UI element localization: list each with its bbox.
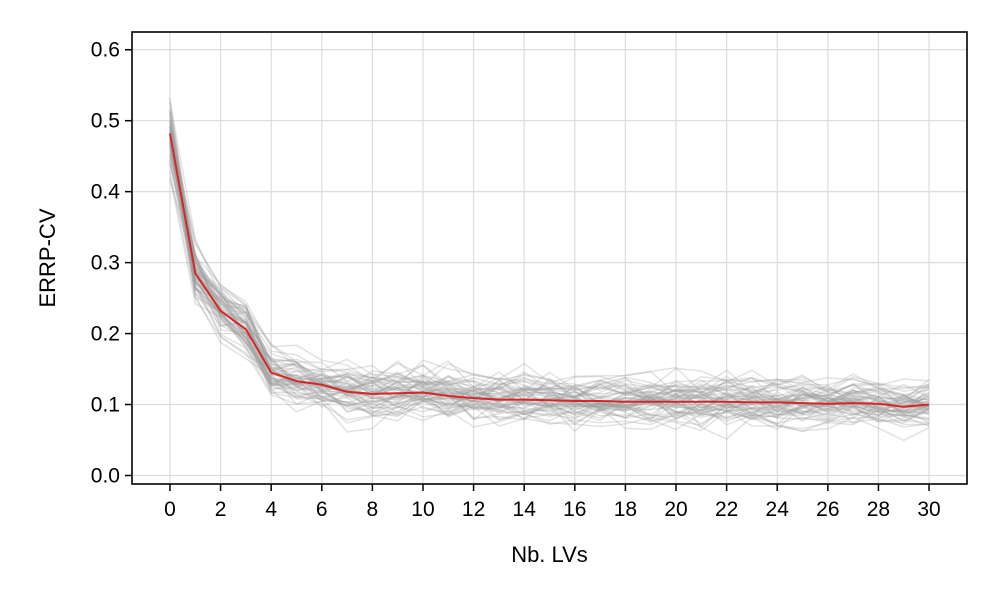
replicate-line-32 bbox=[169, 115, 930, 406]
replicate-line-13 bbox=[169, 109, 930, 411]
mean-line bbox=[169, 133, 930, 408]
y-tick-label-2: 0.2 bbox=[91, 323, 120, 346]
replicate-line-37 bbox=[169, 161, 930, 416]
replicate-line-10 bbox=[169, 118, 930, 409]
replicate-line-23 bbox=[169, 138, 930, 426]
replicate-line-5 bbox=[169, 113, 930, 414]
x-tick-label-7: 14 bbox=[513, 498, 537, 521]
x-tick-label-2: 4 bbox=[265, 498, 277, 521]
replicate-line-28 bbox=[169, 128, 930, 394]
replicate-line-12 bbox=[169, 136, 930, 393]
x-tick-label-1: 2 bbox=[215, 498, 227, 521]
y-tick-label-0: 0.0 bbox=[91, 464, 120, 487]
replicate-line-57 bbox=[169, 145, 930, 413]
replicate-line-24 bbox=[169, 148, 930, 401]
mean-line-group bbox=[169, 133, 930, 408]
x-tick-label-0: 0 bbox=[164, 498, 176, 521]
x-tick-label-12: 24 bbox=[766, 498, 790, 521]
replicate-line-27 bbox=[169, 126, 930, 412]
y-tick-label-3: 0.3 bbox=[91, 252, 120, 275]
replicate-line-29 bbox=[169, 135, 930, 405]
replicate-line-53 bbox=[169, 130, 930, 410]
replicate-line-17 bbox=[169, 154, 930, 409]
replicate-line-49 bbox=[169, 138, 930, 422]
replicate-line-43 bbox=[169, 159, 930, 414]
replicate-line-35 bbox=[169, 137, 930, 426]
replicate-line-8 bbox=[169, 135, 930, 405]
replicate-line-36 bbox=[169, 154, 930, 432]
x-tick-label-13: 26 bbox=[816, 498, 839, 521]
x-tick-label-6: 12 bbox=[462, 498, 485, 521]
replicate-line-19 bbox=[169, 119, 930, 407]
replicate-line-9 bbox=[169, 121, 930, 429]
x-tick-label-8: 16 bbox=[563, 498, 586, 521]
replicate-line-54 bbox=[169, 140, 930, 412]
replicate-line-44 bbox=[169, 177, 930, 440]
replicate-line-22 bbox=[169, 102, 930, 396]
replicate-line-41 bbox=[169, 143, 930, 425]
replicate-line-55 bbox=[169, 126, 930, 407]
replicate-line-3 bbox=[169, 102, 930, 395]
replicate-line-1 bbox=[169, 120, 930, 404]
x-tick-label-4: 8 bbox=[367, 498, 379, 521]
y-axis-ticks: 0.0 0.1 0.2 0.3 0.4 0.5 0.6 bbox=[91, 39, 132, 487]
replicate-line-39 bbox=[169, 171, 930, 442]
replicate-line-6 bbox=[169, 140, 930, 407]
x-tick-label-9: 18 bbox=[614, 498, 637, 521]
y-tick-label-1: 0.1 bbox=[91, 394, 120, 417]
replicate-line-51 bbox=[169, 164, 930, 423]
x-tick-label-15: 30 bbox=[917, 498, 940, 521]
replicate-lines bbox=[169, 97, 930, 442]
y-tick-label-5: 0.5 bbox=[91, 110, 120, 133]
replicate-line-40 bbox=[169, 127, 930, 414]
replicate-line-7 bbox=[169, 132, 930, 419]
y-axis-title: ERRP-CV bbox=[35, 208, 60, 307]
x-tick-label-11: 22 bbox=[715, 498, 738, 521]
replicate-line-47 bbox=[169, 131, 930, 410]
x-axis-title: Nb. LVs bbox=[511, 542, 588, 567]
grid-lines bbox=[132, 32, 967, 484]
x-tick-label-14: 28 bbox=[867, 498, 890, 521]
replicate-line-25 bbox=[169, 179, 930, 423]
x-tick-label-10: 20 bbox=[664, 498, 687, 521]
x-tick-label-3: 6 bbox=[316, 498, 328, 521]
replicate-line-38 bbox=[169, 137, 930, 408]
replicate-line-21 bbox=[169, 126, 930, 421]
replicate-line-46 bbox=[169, 124, 930, 423]
x-tick-label-5: 10 bbox=[411, 498, 434, 521]
y-tick-label-4: 0.4 bbox=[91, 181, 121, 204]
replicate-line-16 bbox=[169, 141, 930, 412]
replicate-line-56 bbox=[169, 127, 930, 423]
replicate-line-14 bbox=[169, 141, 930, 414]
plot-frame bbox=[131, 31, 968, 485]
x-axis-ticks: 0 2 4 6 8 10 12 14 16 18 20 22 24 26 28 30 bbox=[164, 484, 941, 521]
replicate-line-15 bbox=[169, 152, 930, 415]
y-tick-label-6: 0.6 bbox=[91, 39, 120, 62]
replicate-line-48 bbox=[169, 155, 930, 419]
replicate-line-59 bbox=[169, 111, 930, 431]
replicate-line-34 bbox=[169, 150, 930, 418]
replicate-line-0 bbox=[169, 144, 930, 415]
replicate-line-4 bbox=[169, 142, 930, 413]
replicate-line-30 bbox=[169, 126, 930, 421]
replicate-line-2 bbox=[169, 148, 930, 408]
